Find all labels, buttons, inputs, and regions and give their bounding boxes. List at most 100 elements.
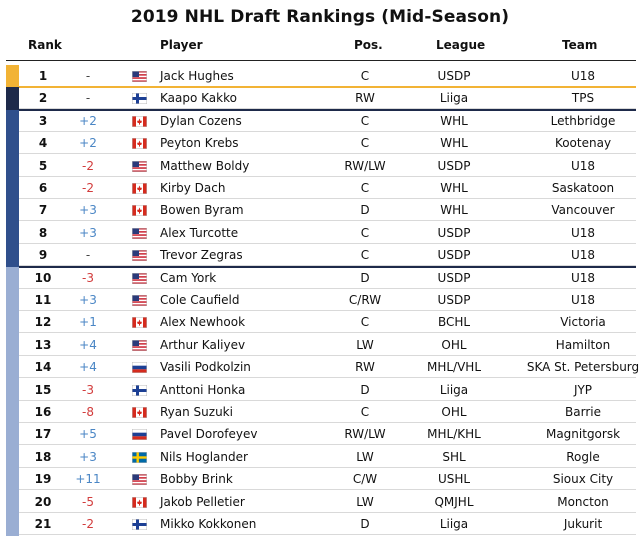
position-cell: C/W — [352, 472, 378, 487]
table-row: 2 - Kaapo Kakko RW Liiga TPS — [0, 87, 640, 111]
team-cell: Jukurit — [563, 517, 603, 531]
league-cell: WHL — [440, 136, 468, 151]
row-divider — [19, 422, 636, 423]
canada-flag-icon — [132, 407, 147, 418]
change-cell: -2 — [82, 517, 94, 531]
header-team: Team — [562, 38, 598, 52]
league-cell: Liiga — [439, 91, 469, 106]
team-cell: Magnitgorsk — [545, 427, 621, 442]
usa-flag-icon — [132, 272, 147, 284]
team-cell: Hamilton — [555, 337, 611, 352]
header-player: Player — [160, 38, 203, 52]
team-cell: U18 — [570, 158, 596, 173]
table-row: 12 +1 Alex Newhook C BCHL Victoria — [0, 311, 640, 335]
row-divider — [19, 242, 636, 244]
team-cell: Moncton — [557, 494, 609, 509]
change-cell: +5 — [79, 427, 97, 442]
row-divider — [19, 377, 636, 379]
league-cell: QMJHL — [434, 494, 474, 509]
team-cell: U18 — [570, 225, 596, 240]
tier-bar — [6, 154, 19, 178]
rank-cell: 2 — [38, 91, 48, 106]
player-cell: Cam York — [160, 270, 217, 285]
row-divider — [19, 399, 636, 401]
tier-bar — [6, 490, 19, 514]
tier-bar — [6, 378, 19, 402]
league-cell: MHL/VHL — [426, 360, 482, 375]
player-cell: Mikko Kokkonen — [160, 517, 257, 531]
tier-bar — [6, 199, 19, 223]
change-cell: -3 — [82, 270, 94, 285]
tier-bar — [6, 311, 19, 335]
rank-cell: 7 — [38, 203, 48, 218]
player-cell: Ryan Suzuki — [160, 405, 233, 419]
player-cell: Peyton Krebs — [160, 136, 239, 151]
rank-cell: 11 — [34, 293, 52, 307]
position-cell: RW — [355, 360, 375, 375]
row-divider — [19, 198, 636, 199]
team-cell: Barrie — [565, 405, 601, 419]
row-divider — [19, 489, 636, 491]
usa-flag-icon — [132, 295, 147, 307]
player-cell: Pavel Dorofeyev — [160, 427, 258, 442]
table-row: 7 +3 Bowen Byram D WHL Vancouver — [0, 199, 640, 223]
change-cell: - — [85, 69, 91, 83]
league-cell: Liiga — [439, 382, 469, 397]
header-pos: Pos. — [354, 38, 383, 52]
team-cell: U18 — [570, 69, 596, 83]
table-row: 15 -3 Anttoni Honka D Liiga JYP — [0, 378, 640, 402]
position-cell: D — [360, 517, 370, 531]
usa-flag-icon — [132, 71, 147, 83]
tier-bar — [6, 266, 19, 290]
change-cell: -2 — [82, 158, 94, 173]
row-divider — [19, 332, 636, 334]
tier-bar — [6, 333, 19, 357]
rank-cell: 8 — [38, 225, 48, 240]
team-cell: Rogle — [566, 449, 600, 464]
team-cell: JYP — [573, 382, 593, 397]
position-cell: D — [360, 270, 370, 285]
row-divider — [19, 153, 636, 155]
rank-cell: 15 — [34, 382, 52, 397]
rank-cell: 17 — [34, 427, 52, 442]
position-cell: C — [360, 181, 370, 195]
position-cell: LW — [356, 337, 374, 352]
league-cell: BCHL — [437, 315, 471, 330]
position-cell: D — [360, 382, 370, 397]
tier-bar — [6, 445, 19, 469]
position-cell: RW/LW — [344, 427, 386, 442]
player-cell: Alex Turcotte — [160, 225, 239, 240]
table-row: 10 -3 Cam York D USDP U18 — [0, 266, 640, 290]
tier-bar — [6, 221, 19, 245]
league-cell: OHL — [441, 337, 467, 352]
player-cell: Bowen Byram — [160, 203, 244, 218]
league-cell: OHL — [441, 405, 467, 419]
row-divider — [19, 220, 636, 222]
table-row: 18 +3 Nils Hoglander LW SHL Rogle — [0, 445, 640, 469]
usa-flag-icon — [132, 474, 147, 486]
position-cell: LW — [356, 449, 374, 464]
rank-cell: 5 — [38, 158, 48, 173]
player-cell: Vasili Podkolzin — [160, 360, 251, 375]
rank-cell: 21 — [34, 517, 52, 531]
rank-cell: 6 — [38, 181, 48, 195]
league-cell: WHL — [440, 181, 468, 195]
player-cell: Bobby Brink — [160, 472, 233, 487]
tier-bar — [6, 401, 19, 424]
header-league: League — [436, 38, 486, 52]
table-row: 19 +11 Bobby Brink C/W USHL Sioux City — [0, 468, 640, 492]
table-row: 17 +5 Pavel Dorofeyev RW/LW MHL/KHL Magnitgor… — [0, 423, 640, 447]
usa-flag-icon — [132, 339, 147, 351]
table-header: Rank Player Pos. League Team — [0, 36, 640, 60]
finland-flag-icon — [132, 384, 147, 396]
player-cell: Jack Hughes — [160, 69, 234, 83]
sweden-flag-icon — [132, 451, 147, 463]
player-cell: Nils Hoglander — [160, 449, 248, 464]
position-cell: C — [360, 405, 370, 419]
rank-cell: 12 — [34, 315, 52, 330]
player-cell: Jakob Pelletier — [160, 494, 245, 509]
league-cell: USDP — [437, 158, 471, 173]
position-cell: C — [360, 248, 370, 263]
change-cell: +3 — [79, 293, 97, 307]
row-divider — [19, 466, 636, 468]
